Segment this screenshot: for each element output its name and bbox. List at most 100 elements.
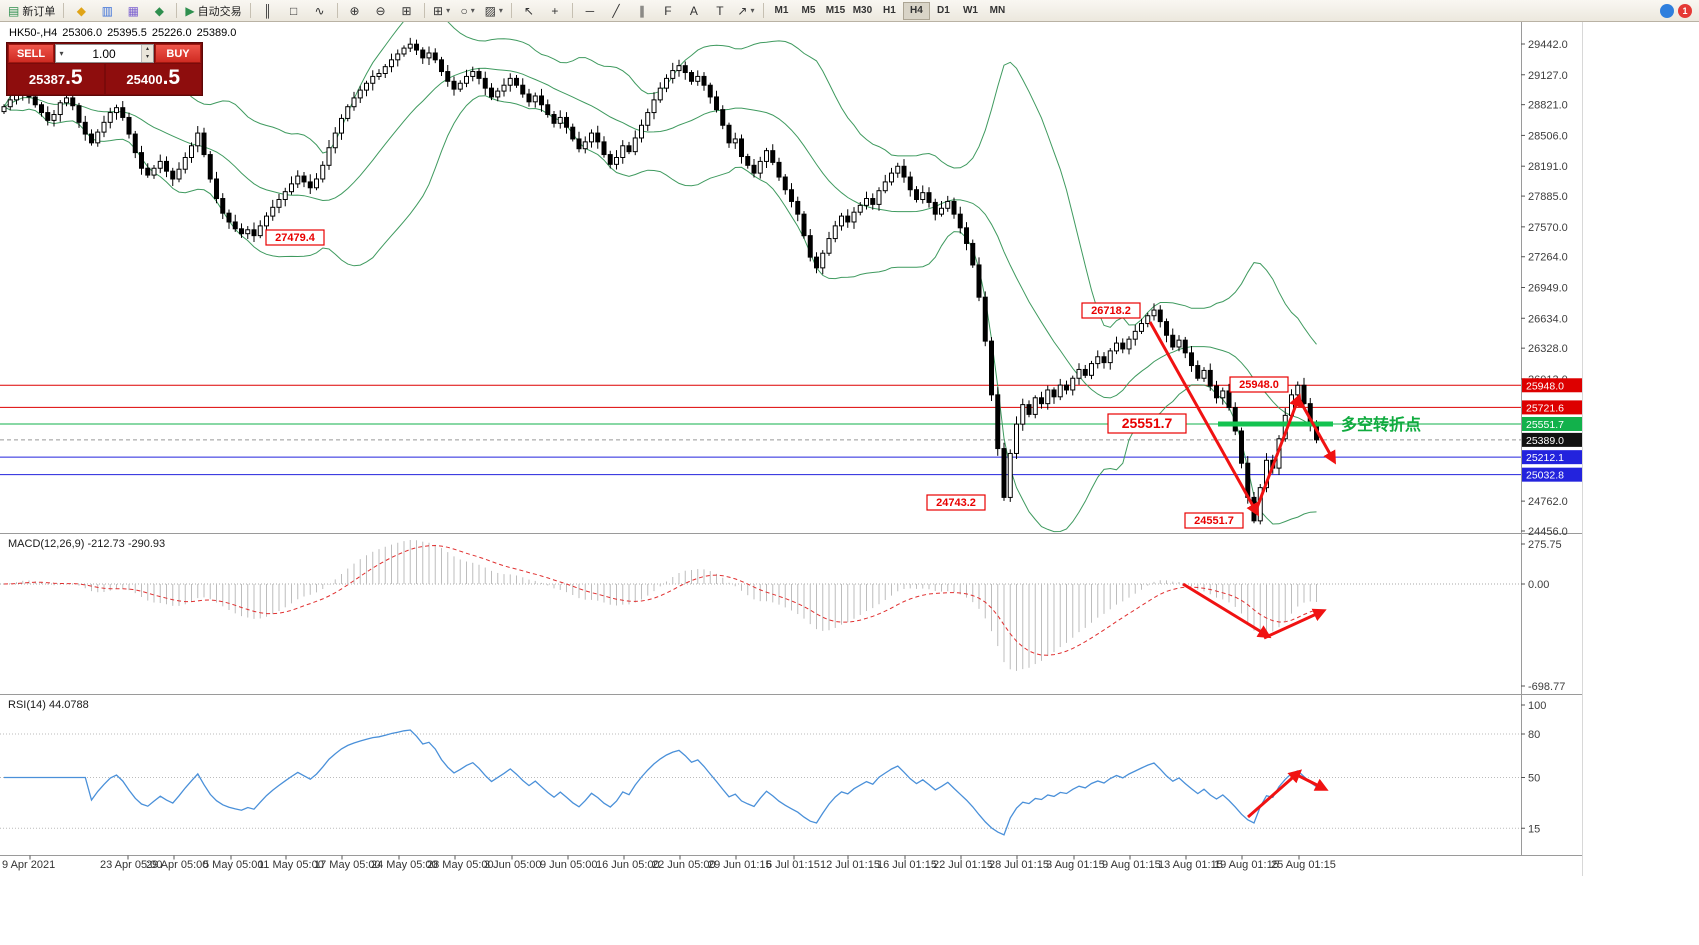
svg-text:26949.0: 26949.0 xyxy=(1528,283,1568,295)
svg-text:9 Apr 2021: 9 Apr 2021 xyxy=(2,859,55,871)
text-tool[interactable]: A xyxy=(681,1,707,20)
fibonacci-tool-icon: F xyxy=(664,3,672,18)
axis-price-tag: 25551.7 xyxy=(1522,416,1582,431)
line-chart-button-icon: ∿ xyxy=(314,3,325,18)
trendline-tool-icon: ╱ xyxy=(612,3,620,18)
svg-text:23 Apr 05:00: 23 Apr 05:00 xyxy=(100,859,162,871)
ohlc-close: 25389.0 xyxy=(196,27,237,39)
toolbar-separator xyxy=(63,3,65,18)
sell-price-main: 25387 xyxy=(28,72,66,87)
price-callout[interactable]: 25551.7 xyxy=(1107,413,1187,434)
text-label-tool[interactable]: T xyxy=(707,1,733,20)
timeframe-m1-button[interactable]: M1 xyxy=(774,5,789,16)
buy-price-main: 25400 xyxy=(126,72,163,87)
line-chart-button[interactable]: ∿ xyxy=(307,1,333,20)
templates-dropdown[interactable]: ▨ ▾ xyxy=(481,1,507,20)
market-watch-icon[interactable]: ▥ xyxy=(94,1,120,20)
volume-spinner[interactable]: ▴ ▾ xyxy=(141,45,153,62)
price-axis: 29442.0 29127.0 28821.0 28506.0 28191.0 27885… xyxy=(1521,39,1568,538)
zoom-in-button[interactable]: ⊕ xyxy=(342,1,368,20)
svg-text:26328.0: 26328.0 xyxy=(1528,343,1568,355)
timeframe-d1-button[interactable]: D1 xyxy=(937,5,950,16)
cursor-tool-icon: ↖ xyxy=(523,3,534,18)
price-callout[interactable]: 24551.7 xyxy=(1184,512,1244,529)
trend-arrow[interactable] xyxy=(1247,769,1303,819)
new-chart-dropdown[interactable]: ⊞ ▾ xyxy=(429,1,455,20)
price-callout[interactable]: 25948.0 xyxy=(1229,376,1289,393)
volume-field[interactable]: ▾ 1.00 ▴ ▾ xyxy=(55,44,154,63)
svg-text:-698.77: -698.77 xyxy=(1528,681,1565,693)
horizontal-line-tool[interactable]: ─ xyxy=(577,1,603,20)
panel-borders xyxy=(0,21,1583,876)
community-chat-icon[interactable] xyxy=(1660,3,1674,18)
new-chart-dropdown-caret-icon: ▾ xyxy=(446,6,451,15)
templates-dropdown-caret-icon: ▾ xyxy=(498,6,503,15)
volume-value[interactable]: 1.00 xyxy=(92,46,116,61)
timeframe-m5-button[interactable]: M5 xyxy=(801,5,816,16)
profiles-dropdown[interactable]: ○ ▾ xyxy=(455,1,481,20)
autotrading-button-icon: ▶ xyxy=(185,3,195,18)
trend-arrow[interactable] xyxy=(1263,608,1327,640)
macd-indicator-label: MACD(12,26,9) -212.73 -290.93 xyxy=(8,538,166,550)
arrow-objects-dropdown[interactable]: ↗ ▾ xyxy=(733,1,759,20)
price-callout[interactable]: 24743.2 xyxy=(926,494,986,511)
zoom-out-button[interactable]: ⊖ xyxy=(368,1,394,20)
buy-button[interactable]: BUY xyxy=(155,44,201,63)
arrow-objects-dropdown-caret-icon: ▾ xyxy=(750,6,755,15)
rsi-levels xyxy=(0,733,1521,829)
timeframe-m15-button[interactable]: M15 xyxy=(825,5,846,16)
volume-spin-down[interactable]: ▾ xyxy=(145,54,149,60)
zoom-in-button-icon: ⊕ xyxy=(349,3,360,18)
buy-price-display[interactable]: 25400 .5 xyxy=(105,64,201,94)
volume-spin-up[interactable]: ▴ xyxy=(145,46,149,52)
data-window-icon[interactable]: ▦ xyxy=(120,1,146,20)
mql5-community-icon[interactable]: ◆ xyxy=(68,1,94,20)
trend-arrow[interactable] xyxy=(1297,398,1336,465)
trend-arrow[interactable] xyxy=(1253,393,1302,514)
cursor-tool[interactable]: ↖ xyxy=(516,1,542,20)
svg-text:25212.1: 25212.1 xyxy=(1526,452,1564,464)
timeframe-h1-button[interactable]: H1 xyxy=(883,5,896,16)
macd-signal-line xyxy=(3,544,1317,656)
svg-text:29 Jun 01:15: 29 Jun 01:15 xyxy=(708,859,772,871)
new-order-button[interactable]: ▤ 新订单 xyxy=(4,1,59,20)
notifications-badge[interactable]: 1 xyxy=(1678,3,1692,18)
rsi-indicator-label: RSI(14) 44.0788 xyxy=(8,699,89,711)
svg-text:15: 15 xyxy=(1528,823,1540,835)
ohlc-open: 25306.0 xyxy=(62,27,103,39)
svg-text:24762.0: 24762.0 xyxy=(1528,496,1568,508)
timeframe-m30-button[interactable]: M30 xyxy=(852,5,873,16)
buy-price-fraction: .5 xyxy=(162,66,181,89)
templates-dropdown-icon: ▨ xyxy=(484,3,496,18)
svg-text:16 Jul 01:15: 16 Jul 01:15 xyxy=(877,859,937,871)
svg-text:3 Jun 05:00: 3 Jun 05:00 xyxy=(484,859,542,871)
svg-text:275.75: 275.75 xyxy=(1528,539,1562,551)
price-callout[interactable]: 26718.2 xyxy=(1081,302,1141,319)
equidistant-channel-tool[interactable]: ∥ xyxy=(629,1,655,20)
bar-chart-button[interactable]: ║ xyxy=(255,1,281,20)
sell-button[interactable]: SELL xyxy=(8,44,54,63)
price-callout[interactable]: 27479.4 xyxy=(265,229,325,246)
volume-dropdown-caret[interactable]: ▾ xyxy=(59,49,64,58)
candlestick-chart-button[interactable]: □ xyxy=(281,1,307,20)
autotrading-button[interactable]: ▶ 自动交易 xyxy=(181,1,245,20)
trend-arrow[interactable] xyxy=(1182,582,1272,639)
timeframe-h4-button[interactable]: H4 xyxy=(902,1,930,20)
tile-windows-button[interactable]: ⊞ xyxy=(394,1,420,20)
timeframe-mn-button[interactable]: MN xyxy=(989,5,1006,16)
sell-price-display[interactable]: 25387 .5 xyxy=(8,64,104,94)
fibonacci-tool[interactable]: F xyxy=(655,1,681,20)
trend-arrow[interactable] xyxy=(1148,321,1259,517)
trendline-tool[interactable]: ╱ xyxy=(603,1,629,20)
svg-text:24743.2: 24743.2 xyxy=(936,497,976,509)
candlestick-chart-button-icon: □ xyxy=(289,3,298,18)
svg-text:24456.0: 24456.0 xyxy=(1528,526,1568,538)
navigator-icon[interactable]: ◆ xyxy=(146,1,172,20)
timeframe-w1-button[interactable]: W1 xyxy=(962,5,978,16)
crosshair-tool[interactable]: + xyxy=(542,1,568,20)
svg-text:27570.0: 27570.0 xyxy=(1528,222,1568,234)
trend-arrows xyxy=(1148,321,1336,819)
turning-point-text: 多空转折点 xyxy=(1341,415,1421,434)
trend-arrow[interactable] xyxy=(1294,772,1329,791)
